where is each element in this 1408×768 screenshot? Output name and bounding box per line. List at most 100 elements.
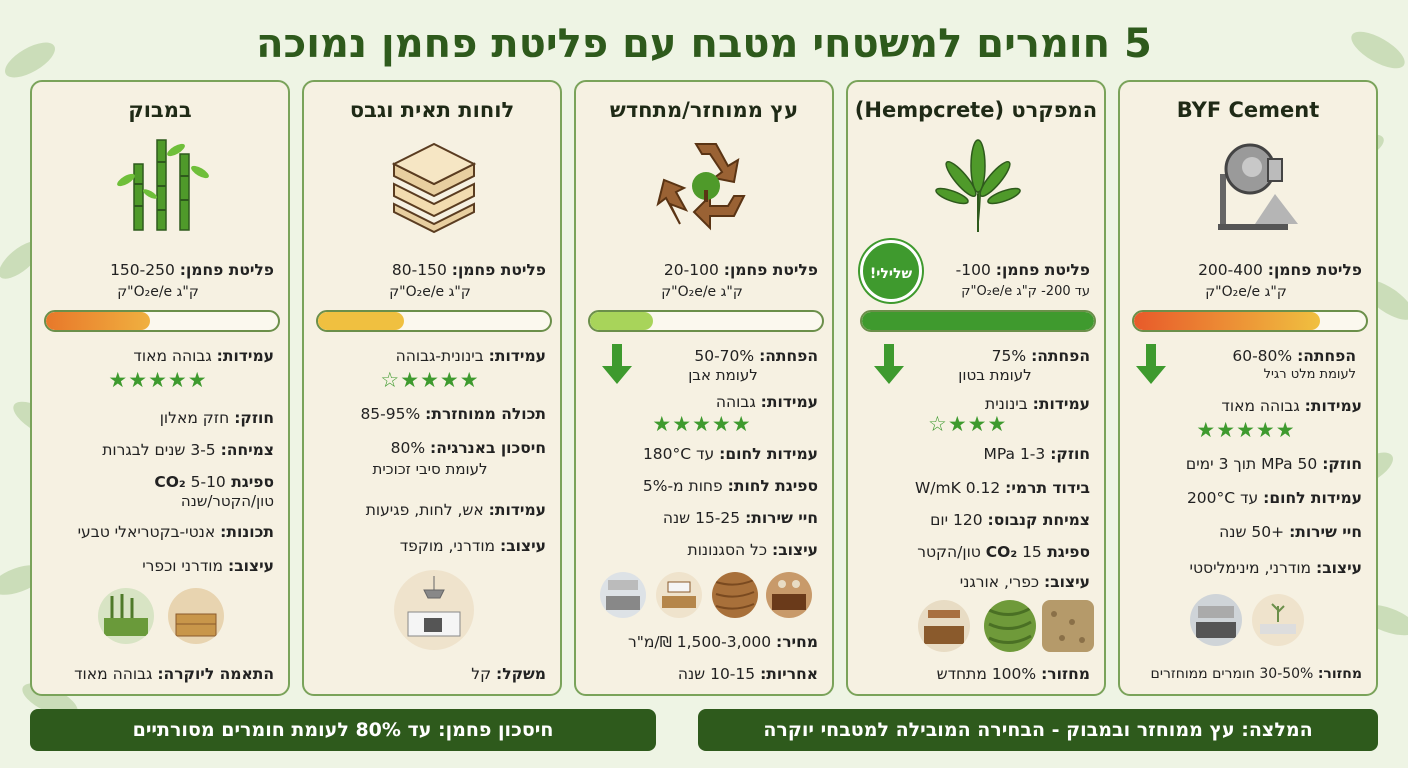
heat-row: עמידות לחום: עד 180°C: [642, 445, 818, 463]
footer-recommendation: המלצה: עץ ממוחזר ובמבוק - הבחירה המובילה…: [698, 709, 1378, 751]
bottom-row: מחזור: 30-50% חומרים ממוחזרים: [1150, 666, 1362, 682]
carbon-row: פליטת פחמן: 150-250: [110, 261, 274, 279]
kitchen-thumb-icon: [918, 600, 970, 652]
life-row: חיי שירות: +50 שנה: [1219, 523, 1362, 541]
carbon-unit: ק"ג O₂e/e"ק: [117, 284, 199, 300]
card-byf-cement: BYF Cement פליטת פחמן: 200-400 ק"ג O₂e/e…: [1118, 80, 1378, 696]
hemp-leaf-icon: [935, 139, 1021, 232]
bottom-row: מחזור: 100% מתחדש: [936, 665, 1090, 683]
absorb-row: ספיגת לחות: פחות מ-5%: [642, 477, 818, 495]
carbon-bar: [1132, 310, 1368, 332]
carbon-bar-fill: [862, 312, 1094, 330]
kitchen-thumb-icon: [394, 570, 474, 650]
materials-cards: BYF Cement פליטת פחמן: 200-400 ק"ג O₂e/e…: [30, 80, 1378, 696]
durability-row: עמידות: גבוהה: [715, 393, 818, 411]
design-row: עיצוב: מודרני, מוקפד: [399, 537, 546, 555]
card-hempcrete: המפקרט (Hempcrete) שלילי! פליטת פחמן: 10…: [846, 80, 1106, 696]
co2-row: ספיגת CO₂ 5-10: [154, 473, 274, 491]
down-arrow-icon: [1136, 344, 1166, 384]
reduction-note: לעומת אבן: [688, 366, 758, 384]
durability-row: עמידות: בינונית: [985, 395, 1090, 413]
carbon-unit: ק"ג O₂e/e"ק: [661, 284, 743, 300]
design-row: עיצוב: כל הסגנונות: [687, 541, 818, 559]
kitchen-thumb-icon: [1252, 594, 1304, 646]
warranty-row: אחריות: 10-15 שנה: [677, 665, 818, 683]
card-title: BYF Cement: [1176, 98, 1320, 122]
kitchen-thumb-icon: [656, 572, 702, 618]
carbon-bar: [588, 310, 824, 332]
durability-row: עמידות: בינונית-גבוהה: [395, 347, 546, 365]
design-row: עיצוב: מודרני וכפרי: [142, 557, 274, 575]
reduction-note: לעומת בטון: [958, 366, 1032, 384]
bamboo-icon: [117, 139, 209, 231]
reduction-note: לעומת מלט רגיל: [1263, 367, 1356, 382]
carbon-bar-fill: [318, 312, 404, 330]
carbon-row: פליטת פחמן: 200-400: [1198, 261, 1362, 279]
carbon-bar: [316, 310, 552, 332]
negative-badge: שלילי!: [860, 240, 922, 302]
co2-note: טון/הקטר/שנה: [180, 492, 274, 510]
energy-row: חיסכון באנרגיה: 80%: [390, 439, 546, 457]
carbon-unit: ק"ג O₂e/e"ק: [1205, 284, 1287, 300]
carbon-bar-fill: [46, 312, 151, 330]
card-title: לוחות תאית וגבס: [349, 98, 515, 122]
rating-stars: ★★★★★: [652, 412, 752, 436]
kitchen-thumb-icon: [600, 572, 646, 618]
footer-savings: חיסכון פחמן: עד 80% לעומת חומרים מסורתיי…: [30, 709, 656, 751]
kitchen-thumb-icon: [1190, 594, 1242, 646]
strength-row: חוזק: חזק מאלון: [159, 409, 274, 427]
growth-row: צמיחה: 3-5 שנים לבגרות: [102, 441, 274, 459]
strength-row: חוזק: 1-3 MPa: [983, 445, 1090, 463]
durability-row: עמידות: גבוהה מאוד: [133, 347, 274, 365]
reduction-row: הפחתה: 75%: [991, 347, 1090, 365]
weight-row: משקל: קל: [471, 665, 546, 683]
carbon-row: פליטת פחמן: 100-: [955, 261, 1090, 279]
design-row: עיצוב: כפרי, אורגני: [959, 573, 1090, 591]
kitchen-thumb-icon: [98, 588, 154, 644]
panel-layers-icon: [391, 142, 477, 234]
wood-texture-icon: [712, 572, 758, 618]
page-title: 5 חומרים למשטחי מטבח עם פליטת פחמן נמוכה: [256, 21, 1152, 67]
co2-row: ספיגת CO₂ 15 טון/הקטר: [917, 543, 1090, 561]
life-row: חיי שירות: 15-25 שנה: [662, 509, 818, 527]
rating-stars: ★★★★★: [1196, 418, 1296, 442]
cement-mixer-icon: [1218, 143, 1298, 230]
card-cellulose-gypsum: לוחות תאית וגבס פליטת פחמן: 80-150 ק"ג O…: [302, 80, 562, 696]
recycle-wood-icon: [656, 143, 746, 231]
carbon-unit: ק"ג O₂e/e"ק: [389, 284, 471, 300]
carbon-unit: עד 200- ק"ג O₂e/e"ק: [961, 284, 1090, 299]
props-row: תכונות: אנטי-בקטריאלי טבעי: [77, 523, 274, 541]
card-recycled-wood: עץ ממוחזר/מתחדש פליטת פחמן: 20-100 ק"ג O…: [574, 80, 834, 696]
heat-row: עמידות לחום: עד 200°C: [1186, 489, 1362, 507]
down-arrow-icon: [874, 344, 904, 384]
resist-row: עמידות: אש, לחות, פגיעות: [365, 501, 546, 519]
kitchen-thumb-icon: [168, 588, 224, 644]
kitchen-thumb-icon: [766, 572, 812, 618]
reduction-row: הפחתה: 60-80%: [1232, 347, 1356, 365]
carbon-bar-fill: [590, 312, 653, 330]
price-row: מחיר: 1,500-3,000 ₪/מ"ר: [628, 633, 818, 651]
recycled-row: תכולה ממוחזרת: 85-95%: [360, 405, 546, 423]
rating-stars: ★★★★☆: [380, 368, 480, 392]
carbon-bar: [860, 310, 1096, 332]
strength-row: חוזק: 50 MPa תוך 3 ימים: [1185, 455, 1362, 473]
rating-stars: ★★★★★: [108, 368, 208, 392]
reduction-row: הפחתה: 50-70%: [694, 347, 818, 365]
insulation-row: בידוד תרמי: 0.12 W/mK: [914, 479, 1090, 497]
rating-stars: ★★★☆: [928, 412, 1008, 436]
carbon-bar: [44, 310, 280, 332]
hemp-texture-icon: [984, 600, 1036, 652]
down-arrow-icon: [602, 344, 632, 384]
card-bamboo: במבוק פליטת פחמן: 150-250 ק"ג O₂e/e"ק עמ…: [30, 80, 290, 696]
hemp-texture-icon: [1042, 600, 1094, 652]
carbon-bar-fill: [1134, 312, 1320, 330]
bottom-row: התאמה ליוקרה: גבוהה מאוד: [74, 665, 274, 683]
card-title: עץ ממוחזר/מתחדש: [609, 98, 799, 122]
growth-row: צמיחת קנבוס: 120 יום: [930, 511, 1090, 529]
card-title: המפקרט (Hempcrete): [854, 98, 1098, 122]
carbon-row: פליטת פחמן: 80-150: [391, 261, 546, 279]
card-title: במבוק: [128, 98, 192, 122]
durability-row: עמידות: גבוהה מאוד: [1221, 397, 1362, 415]
design-row: עיצוב: מודרני, מינימליסטי: [1189, 559, 1362, 577]
energy-note: לעומת סיבי זכוכית: [372, 460, 488, 478]
